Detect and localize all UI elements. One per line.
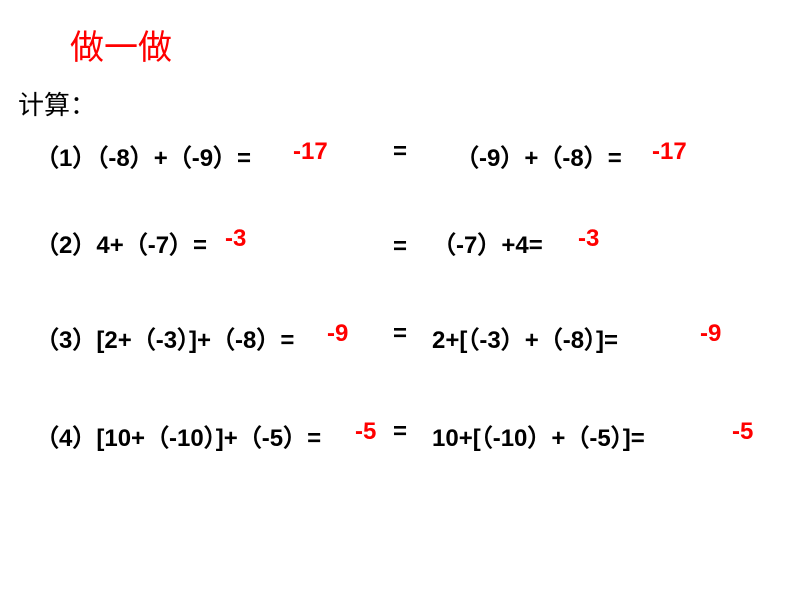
- right-answer-2: -3: [578, 225, 599, 253]
- right-answer-4: -5: [732, 418, 753, 446]
- num-label: （2）: [35, 232, 96, 259]
- problem-row-3: （3）[2+（-3）]+（-8）= -9 = 2+[（-3）+（-8）]= -9: [0, 320, 794, 360]
- right-expression-1: （-9）+（-8）=: [455, 138, 622, 173]
- left-answer-2: -3: [225, 225, 246, 253]
- left-answer-3: -9: [327, 320, 348, 348]
- num-label: （4）: [35, 425, 96, 452]
- mid-equals-3: =: [393, 320, 407, 348]
- right-expression-4: 10+[（-10）+（-5）]=: [432, 418, 645, 453]
- right-expression-3: 2+[（-3）+（-8）]=: [432, 320, 618, 355]
- expr-text: [2+（-3）]+（-8）=: [96, 327, 294, 354]
- right-answer-1: -17: [652, 138, 687, 166]
- left-answer-1: -17: [293, 138, 328, 166]
- left-answer-4: -5: [355, 418, 376, 446]
- right-expression-2: （-7）+4=: [432, 225, 543, 260]
- problem-row-2: （2）4+（-7）= -3 = （-7）+4= -3: [0, 225, 794, 265]
- left-expression-3: （3）[2+（-3）]+（-8）=: [35, 320, 294, 355]
- page-title: 做一做: [70, 20, 172, 69]
- mid-equals-1: =: [393, 138, 407, 166]
- left-expression-1: （1）（-8）+（-9）=: [35, 138, 251, 173]
- page-subtitle: 计算：: [18, 85, 96, 122]
- right-answer-3: -9: [700, 320, 721, 348]
- mid-equals-4: =: [393, 418, 407, 446]
- num-label: （1）: [35, 145, 96, 172]
- expr-text: （-8）+（-9）=: [96, 145, 251, 172]
- num-label: （3）: [35, 327, 96, 354]
- mid-equals-2: =: [393, 233, 407, 261]
- left-expression-2: （2）4+（-7）=: [35, 225, 207, 260]
- problem-row-4: （4）[10+（-10）]+（-5）= -5 = 10+[（-10）+（-5）]…: [0, 418, 794, 458]
- left-expression-4: （4）[10+（-10）]+（-5）=: [35, 418, 321, 453]
- expr-text: [10+（-10）]+（-5）=: [96, 425, 321, 452]
- expr-text: 4+（-7）=: [96, 232, 207, 259]
- problem-row-1: （1）（-8）+（-9）= -17 = （-9）+（-8）= -17: [0, 138, 794, 178]
